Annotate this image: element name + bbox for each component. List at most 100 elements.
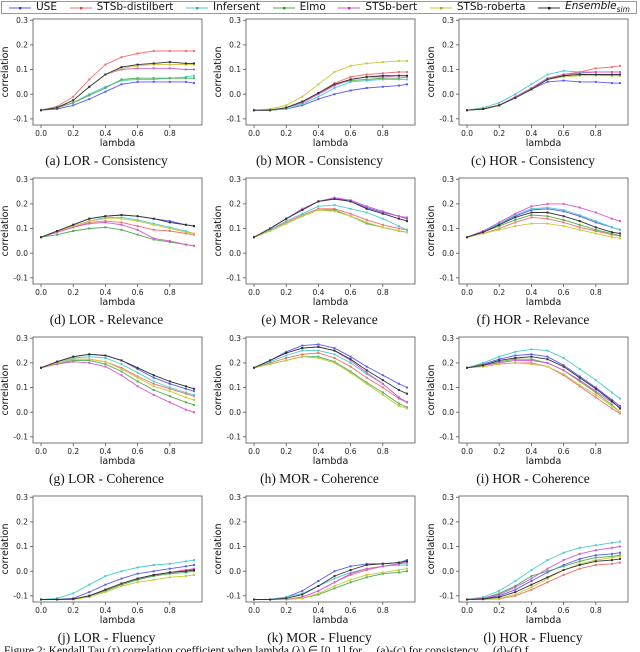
subplot-caption-f: (f) HOR - Relevance bbox=[476, 312, 590, 327]
svg-text:lambda: lambda bbox=[526, 456, 562, 467]
subplot-j-lor-fluency: 0.0 0.2 0.4 0.6 0.8 -0.1 0.0 0.1 0.2 0.3 lambda cor… bbox=[0, 493, 203, 626]
svg-text:0.6: 0.6 bbox=[558, 447, 570, 456]
subplot-caption-g: (g) LOR - Coherence bbox=[48, 471, 165, 486]
svg-text:0.0: 0.0 bbox=[461, 129, 473, 138]
svg-text:correlation: correlation bbox=[0, 47, 11, 98]
svg-text:0.1: 0.1 bbox=[16, 542, 28, 551]
subplot-caption-i: (i) HOR - Coherence bbox=[476, 471, 590, 486]
svg-text:0.2: 0.2 bbox=[16, 41, 28, 50]
svg-text:-0.1: -0.1 bbox=[439, 433, 454, 442]
svg-text:0.2: 0.2 bbox=[280, 288, 292, 297]
svg-text:0.4: 0.4 bbox=[525, 606, 537, 615]
legend-label: Elmo bbox=[299, 1, 326, 14]
svg-text:lambda: lambda bbox=[100, 297, 136, 308]
legend-item-elmo: Elmo bbox=[272, 2, 326, 13]
svg-text:0.2: 0.2 bbox=[67, 447, 79, 456]
svg-text:correlation: correlation bbox=[213, 206, 224, 257]
svg-text:lambda: lambda bbox=[313, 456, 349, 467]
subplot-caption-b: (b) MOR - Consistency bbox=[255, 153, 384, 168]
svg-text:0.0: 0.0 bbox=[461, 288, 473, 297]
legend-item-stsb-bert: STSb-bert bbox=[337, 2, 417, 13]
svg-text:0.4: 0.4 bbox=[312, 129, 324, 138]
svg-text:0.0: 0.0 bbox=[16, 90, 28, 99]
svg-text:0.3: 0.3 bbox=[16, 175, 28, 184]
svg-text:0.4: 0.4 bbox=[525, 447, 537, 456]
plot-legend: USE STSb-distilbert Infersent Elmo STSb-… bbox=[1, 1, 637, 14]
svg-text:0.3: 0.3 bbox=[442, 175, 454, 184]
svg-text:0.3: 0.3 bbox=[229, 175, 241, 184]
svg-text:0.6: 0.6 bbox=[558, 288, 570, 297]
subplot-cell-k: 0.0 0.2 0.4 0.6 0.8 -0.1 0.0 0.1 0.2 0.3 lambda cor… bbox=[213, 491, 426, 650]
legend-label: STSb-roberta bbox=[456, 1, 526, 14]
svg-text:correlation: correlation bbox=[0, 524, 11, 575]
svg-text:0.3: 0.3 bbox=[16, 334, 28, 343]
svg-text:correlation: correlation bbox=[426, 365, 437, 416]
svg-text:0.0: 0.0 bbox=[442, 408, 454, 417]
svg-text:0.4: 0.4 bbox=[99, 447, 111, 456]
legend-label-subscript: sim bbox=[616, 5, 630, 15]
svg-text:0.0: 0.0 bbox=[35, 606, 47, 615]
subplot-cell-a: 0.0 0.2 0.4 0.6 0.8 -0.1 0.0 0.1 0.2 0.3 lambda cor… bbox=[0, 14, 213, 173]
svg-text:0.0: 0.0 bbox=[229, 90, 241, 99]
svg-text:correlation: correlation bbox=[0, 365, 11, 416]
svg-text:0.3: 0.3 bbox=[229, 334, 241, 343]
svg-text:0.0: 0.0 bbox=[35, 129, 47, 138]
legend-line-icon bbox=[538, 6, 561, 9]
subplot-a-lor-consistency: 0.0 0.2 0.4 0.6 0.8 -0.1 0.0 0.1 0.2 0.3 lambda cor… bbox=[0, 16, 203, 149]
svg-text:0.1: 0.1 bbox=[442, 383, 454, 392]
svg-text:-0.1: -0.1 bbox=[439, 592, 454, 601]
svg-text:0.8: 0.8 bbox=[377, 447, 389, 456]
legend-item-stsb-roberta: STSb-roberta bbox=[429, 2, 526, 13]
svg-text:0.6: 0.6 bbox=[132, 288, 144, 297]
svg-text:0.3: 0.3 bbox=[442, 493, 454, 502]
svg-text:0.0: 0.0 bbox=[442, 90, 454, 99]
svg-text:0.6: 0.6 bbox=[345, 129, 357, 138]
svg-text:0.0: 0.0 bbox=[229, 249, 241, 258]
svg-text:0.6: 0.6 bbox=[345, 606, 357, 615]
legend-line-icon bbox=[69, 6, 92, 9]
subplot-h-mor-coherence: 0.0 0.2 0.4 0.6 0.8 -0.1 0.0 0.1 0.2 0.3 lambda cor… bbox=[213, 334, 416, 467]
svg-text:correlation: correlation bbox=[213, 524, 224, 575]
svg-text:0.0: 0.0 bbox=[461, 447, 473, 456]
svg-text:0.8: 0.8 bbox=[590, 447, 602, 456]
svg-text:0.3: 0.3 bbox=[16, 493, 28, 502]
subplot-caption-h: (h) MOR - Coherence bbox=[260, 471, 379, 486]
svg-text:0.4: 0.4 bbox=[99, 606, 111, 615]
svg-text:0.6: 0.6 bbox=[132, 447, 144, 456]
svg-text:0.2: 0.2 bbox=[16, 200, 28, 209]
svg-text:0.2: 0.2 bbox=[493, 606, 505, 615]
svg-text:0.0: 0.0 bbox=[248, 606, 260, 615]
svg-text:0.2: 0.2 bbox=[229, 518, 241, 527]
svg-text:0.4: 0.4 bbox=[525, 288, 537, 297]
svg-text:-0.1: -0.1 bbox=[226, 592, 241, 601]
legend-line-icon bbox=[9, 6, 31, 9]
svg-text:-0.1: -0.1 bbox=[226, 115, 241, 124]
svg-text:0.2: 0.2 bbox=[229, 200, 241, 209]
subplot-caption-e: (e) MOR - Relevance bbox=[261, 312, 378, 327]
svg-text:0.0: 0.0 bbox=[35, 447, 47, 456]
svg-text:correlation: correlation bbox=[426, 206, 437, 257]
svg-text:0.4: 0.4 bbox=[99, 288, 111, 297]
svg-text:-0.1: -0.1 bbox=[226, 274, 241, 283]
svg-text:lambda: lambda bbox=[526, 297, 562, 308]
svg-text:0.2: 0.2 bbox=[67, 129, 79, 138]
svg-text:0.1: 0.1 bbox=[442, 224, 454, 233]
svg-text:0.3: 0.3 bbox=[229, 16, 241, 25]
svg-text:lambda: lambda bbox=[313, 615, 349, 626]
svg-text:0.1: 0.1 bbox=[229, 542, 241, 551]
subplot-e-mor-relevance: 0.0 0.2 0.4 0.6 0.8 -0.1 0.0 0.1 0.2 0.3 lambda cor… bbox=[213, 175, 416, 308]
svg-text:lambda: lambda bbox=[313, 297, 349, 308]
svg-text:0.4: 0.4 bbox=[312, 288, 324, 297]
svg-text:0.1: 0.1 bbox=[229, 383, 241, 392]
legend-label: USE bbox=[36, 1, 57, 14]
svg-text:0.6: 0.6 bbox=[558, 606, 570, 615]
svg-text:0.2: 0.2 bbox=[493, 129, 505, 138]
subplot-cell-e: 0.0 0.2 0.4 0.6 0.8 -0.1 0.0 0.1 0.2 0.3 lambda cor… bbox=[213, 173, 426, 332]
svg-text:lambda: lambda bbox=[100, 138, 136, 149]
svg-text:0.2: 0.2 bbox=[280, 447, 292, 456]
svg-text:0.2: 0.2 bbox=[442, 200, 454, 209]
svg-text:0.1: 0.1 bbox=[442, 542, 454, 551]
svg-text:0.0: 0.0 bbox=[16, 408, 28, 417]
legend-label: Infersent bbox=[213, 1, 260, 14]
